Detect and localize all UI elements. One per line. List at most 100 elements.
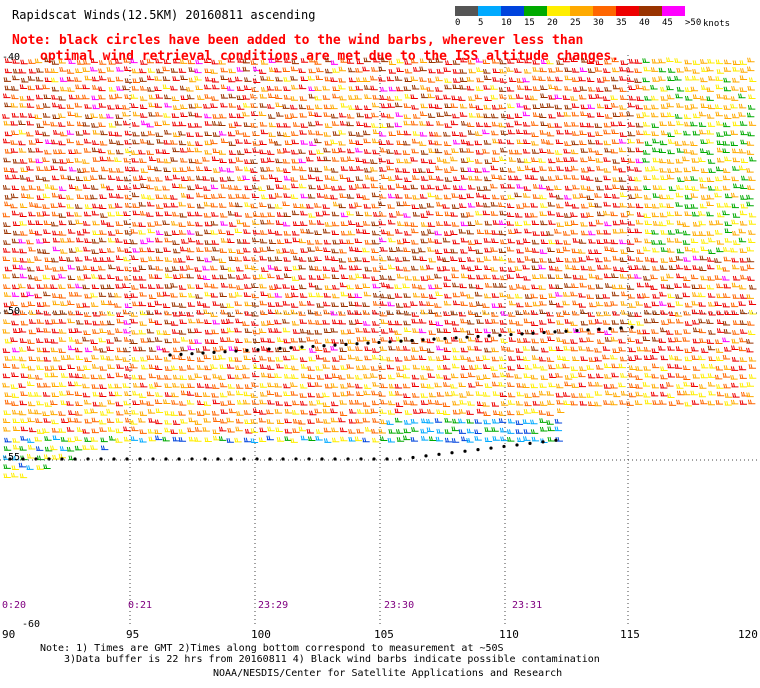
wind-barb (618, 177, 627, 182)
wind-barb (74, 411, 83, 416)
wind-barb (564, 141, 572, 146)
wind-barb (107, 247, 115, 253)
wind-barb (226, 438, 234, 443)
wind-barb (115, 193, 124, 199)
wind-barb (420, 184, 429, 190)
wind-barb (452, 113, 460, 119)
wind-barb (659, 167, 667, 173)
wind-barb (379, 311, 388, 317)
contamination-dot (385, 457, 389, 461)
wind-barb (580, 104, 589, 110)
note-line-2: optimal wind retrieval conditions are me… (40, 49, 620, 64)
note-line-1: Note: black circles have been added to t… (12, 33, 584, 48)
wind-barb (692, 366, 701, 371)
wind-barb (412, 276, 420, 281)
wind-barb (394, 293, 403, 298)
wind-barb (556, 248, 564, 254)
wind-barb (588, 381, 596, 387)
wind-barb (347, 67, 356, 73)
wind-barb (555, 302, 564, 308)
wind-barb (476, 77, 484, 83)
wind-barb (338, 203, 346, 209)
wind-barb (435, 176, 444, 181)
wind-barb (690, 103, 698, 109)
wind-barb (323, 184, 332, 189)
wind-barb (459, 283, 467, 289)
wind-barb (354, 202, 362, 207)
wind-barb (508, 77, 517, 83)
wind-barb (260, 267, 269, 272)
wind-barb (51, 427, 60, 433)
wind-barb (508, 319, 517, 325)
wind-barb (236, 285, 244, 290)
wind-barb (74, 157, 83, 163)
wind-barb (732, 294, 740, 299)
wind-barb (99, 156, 108, 162)
wind-barb (595, 294, 604, 299)
wind-barb (522, 77, 530, 83)
wind-barb (538, 285, 546, 290)
wind-barb (243, 284, 252, 289)
wind-barb (237, 176, 245, 181)
wind-barb (267, 273, 275, 279)
wind-barb (556, 212, 564, 217)
wind-barb (235, 418, 244, 424)
wind-barb (651, 203, 660, 209)
wind-barb (602, 210, 611, 216)
wind-barb (587, 312, 595, 317)
wind-barb (732, 240, 741, 245)
wind-barb (739, 320, 748, 325)
wind-barb (483, 185, 491, 191)
wind-barb (556, 408, 565, 414)
wind-barb (604, 185, 613, 190)
wind-barb (212, 319, 220, 325)
wind-barb (643, 355, 652, 360)
wind-barb (580, 265, 589, 271)
wind-barb (466, 211, 474, 217)
wind-barb (490, 85, 498, 90)
wind-barb (68, 310, 76, 316)
wind-barb (580, 203, 589, 209)
wind-barb (500, 275, 508, 281)
wind-barb (274, 86, 282, 91)
wind-barb (740, 203, 749, 209)
wind-barb (314, 256, 322, 262)
wind-barb (52, 230, 60, 236)
wind-barb (548, 84, 556, 90)
wind-barb (210, 177, 218, 182)
wind-barb (148, 436, 156, 442)
wind-barb (299, 221, 308, 226)
legend-label: 10 (501, 18, 512, 28)
wind-barb (595, 284, 604, 289)
wind-barb (620, 319, 628, 325)
wind-barb (746, 257, 755, 263)
wind-barb (523, 409, 532, 414)
wind-barb (748, 121, 757, 126)
wind-barb (107, 175, 116, 180)
wind-barb (635, 147, 643, 153)
wind-barb (308, 130, 316, 135)
wind-barb (730, 366, 739, 371)
wind-barb (284, 436, 292, 441)
wind-barb (172, 105, 181, 110)
wind-barb (11, 238, 20, 244)
wind-barb (707, 400, 715, 406)
wind-barb (186, 141, 195, 146)
wind-barb (44, 264, 53, 270)
wind-barb (364, 355, 372, 361)
wind-barb (300, 373, 309, 379)
wind-barb (36, 123, 44, 128)
wind-barb (203, 201, 212, 207)
wind-barb (91, 249, 99, 254)
wind-barb (747, 105, 756, 110)
wind-barb (666, 102, 674, 108)
wind-barb (180, 383, 188, 389)
wind-barb (346, 156, 355, 162)
wind-barb (124, 303, 133, 308)
wind-barb (250, 111, 259, 117)
wind-barb (98, 237, 107, 243)
wind-barb (651, 336, 660, 342)
wind-barb (44, 257, 52, 262)
wind-barb (467, 184, 476, 190)
wind-barb (195, 192, 204, 198)
